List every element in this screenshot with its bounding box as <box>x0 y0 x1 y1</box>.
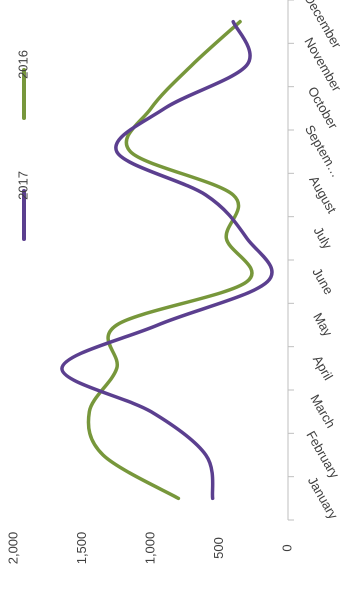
value-tick-label: 2,000 <box>5 532 20 565</box>
value-axis-ticks: 0 500 1,000 1,500 2,000 <box>5 532 294 565</box>
category-tick-label: August <box>306 173 339 216</box>
category-tick-label: March <box>307 392 338 431</box>
category-tick-label: May <box>310 310 336 339</box>
category-tick-label: Septem… <box>302 122 344 180</box>
category-tick-label: February <box>303 428 342 481</box>
category-tick-label: January <box>305 474 341 522</box>
value-tick-label: 1,000 <box>142 532 157 565</box>
series-layer <box>60 19 274 501</box>
legend-label-2016: 2016 <box>15 50 30 79</box>
category-tick-label: April <box>310 353 336 383</box>
category-tick-label: July <box>311 224 336 252</box>
legend: 2017 2016 <box>15 50 30 241</box>
category-tick-label: June <box>309 265 336 297</box>
series-line-2016 <box>86 19 254 501</box>
series-line-2017 <box>60 19 274 501</box>
legend-label-2017: 2017 <box>15 171 30 200</box>
value-tick-label: 500 <box>211 537 226 559</box>
value-tick-label: 0 <box>279 544 294 551</box>
value-tick-label: 1,500 <box>74 532 89 565</box>
